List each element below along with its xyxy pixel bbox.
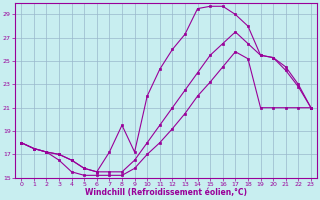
- X-axis label: Windchill (Refroidissement éolien,°C): Windchill (Refroidissement éolien,°C): [85, 188, 247, 197]
